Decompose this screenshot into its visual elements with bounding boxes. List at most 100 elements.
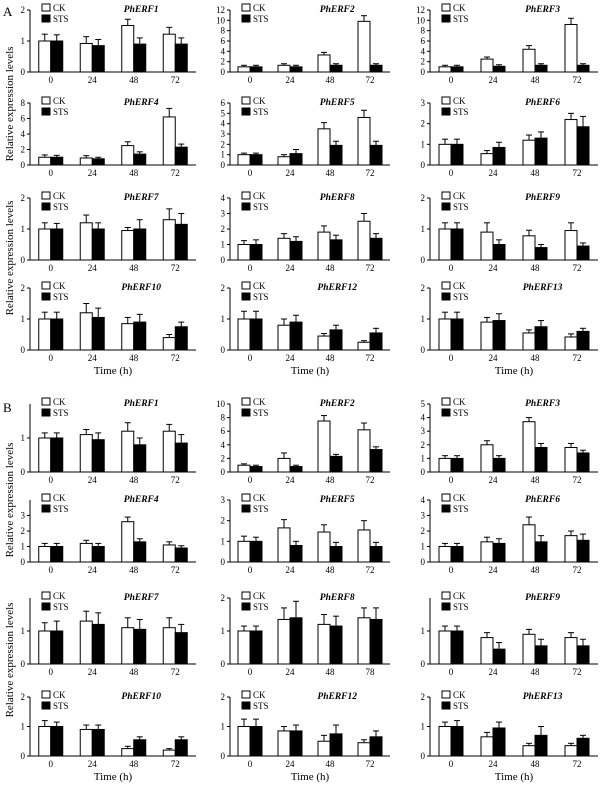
bar-ck — [121, 145, 135, 166]
chart-title: PhERF13 — [523, 283, 563, 293]
y-tick-label: 1 — [421, 224, 426, 234]
bar-sts — [289, 617, 303, 665]
bar-sts — [91, 316, 105, 351]
legend-label-sts: STS — [453, 202, 469, 212]
bar-sts — [534, 64, 548, 73]
y-tick-label: 4 — [221, 46, 226, 56]
bar-ck — [480, 736, 494, 757]
x-tick-label: 72 — [366, 475, 375, 485]
y-tick-label: 0 — [421, 467, 426, 477]
legend-label-ck: CK — [53, 690, 66, 700]
x-tick-label: 48 — [129, 759, 139, 769]
y-tick-label: 0 — [421, 751, 426, 761]
bar-ck — [317, 740, 331, 757]
legend-label-ck: CK — [253, 397, 266, 407]
bar-sts — [450, 457, 464, 473]
legend-swatch-sts — [41, 202, 51, 211]
bar-ck — [438, 546, 452, 563]
y-tick-label: 2 — [21, 526, 26, 536]
legend-label-ck: CK — [53, 96, 66, 106]
bar-sts — [133, 739, 147, 757]
bar-sts — [174, 326, 188, 351]
bar-ck — [237, 464, 251, 473]
bar-sts — [369, 449, 383, 473]
y-tick-label: 8 — [221, 413, 226, 423]
bar-sts — [534, 541, 548, 563]
legend-label-ck: CK — [253, 3, 266, 13]
y-tick-label: 0 — [421, 345, 426, 355]
x-tick-label: 24 — [88, 168, 98, 178]
bar-sts — [450, 726, 464, 757]
y-tick-label: 2 — [421, 119, 426, 129]
y-tick-label: 2 — [421, 57, 426, 67]
y-tick-label: 0 — [221, 160, 226, 170]
bar-ck — [564, 535, 578, 563]
bar-ck — [480, 58, 494, 73]
bar-ck — [438, 318, 452, 351]
bar-sts — [576, 330, 590, 351]
x-axis-title: Time (h) — [291, 365, 330, 377]
bar-ck — [438, 228, 452, 261]
bar-ck — [79, 620, 93, 665]
x-tick-label: 72 — [366, 759, 375, 769]
legend-swatch-sts — [241, 202, 251, 211]
bar-sts — [329, 455, 343, 473]
bar-ck — [357, 429, 371, 473]
legend-swatch-ck — [441, 493, 451, 502]
y-tick-label: 4 — [221, 119, 226, 129]
y-tick-label: 0 — [221, 345, 226, 355]
y-tick-label: 1 — [21, 542, 26, 552]
x-tick-label: 72 — [573, 353, 582, 363]
chart-title: PhERF1 — [124, 399, 159, 409]
legend-label-ck: CK — [253, 281, 266, 291]
x-tick-label: 0 — [49, 565, 54, 575]
x-tick-label: 0 — [248, 475, 253, 485]
legend-label-ck: CK — [453, 96, 466, 106]
chart-title: PhERF4 — [124, 98, 159, 108]
x-tick-label: 24 — [489, 353, 499, 363]
legend-label-sts: STS — [453, 14, 469, 24]
legend-label-ck: CK — [53, 397, 66, 407]
bar-sts — [50, 630, 64, 665]
y-tick-label: 1 — [421, 722, 426, 732]
y-tick-label: 4 — [421, 413, 426, 423]
bar-ck — [564, 447, 578, 473]
bar-ck — [522, 524, 536, 563]
legend-swatch-sts — [41, 14, 51, 23]
y-tick-label: 4 — [421, 46, 426, 56]
bar-ck — [564, 23, 578, 73]
y-tick-label: 0 — [221, 467, 226, 477]
legend-swatch-ck — [441, 96, 451, 105]
y-tick-label: 6 — [221, 98, 226, 108]
bar-sts — [450, 228, 464, 261]
bar-sts — [534, 137, 548, 166]
bar-sts — [91, 728, 105, 757]
panel-label-b: B — [3, 400, 12, 415]
bar-sts — [50, 156, 64, 166]
x-axis-title: Time (h) — [94, 365, 133, 377]
bar-sts — [249, 244, 263, 261]
x-tick-label: 48 — [326, 353, 336, 363]
bar-sts — [492, 457, 506, 473]
bar-sts — [50, 228, 64, 261]
y-tick-label: 2 — [421, 283, 426, 293]
chart-title: PhERF4 — [124, 495, 159, 505]
y-tick-label: 5 — [421, 399, 426, 409]
bar-ck — [38, 228, 52, 261]
legend-label-sts: STS — [253, 14, 269, 24]
y-tick-label: 4 — [221, 193, 226, 203]
y-tick-label: 12 — [416, 5, 425, 15]
chart-title: PhERF8 — [320, 593, 355, 603]
y-tick-label: 12 — [216, 5, 225, 15]
bar-sts — [289, 544, 303, 563]
bar-ck — [522, 421, 536, 473]
x-tick-label: 72 — [171, 263, 180, 273]
